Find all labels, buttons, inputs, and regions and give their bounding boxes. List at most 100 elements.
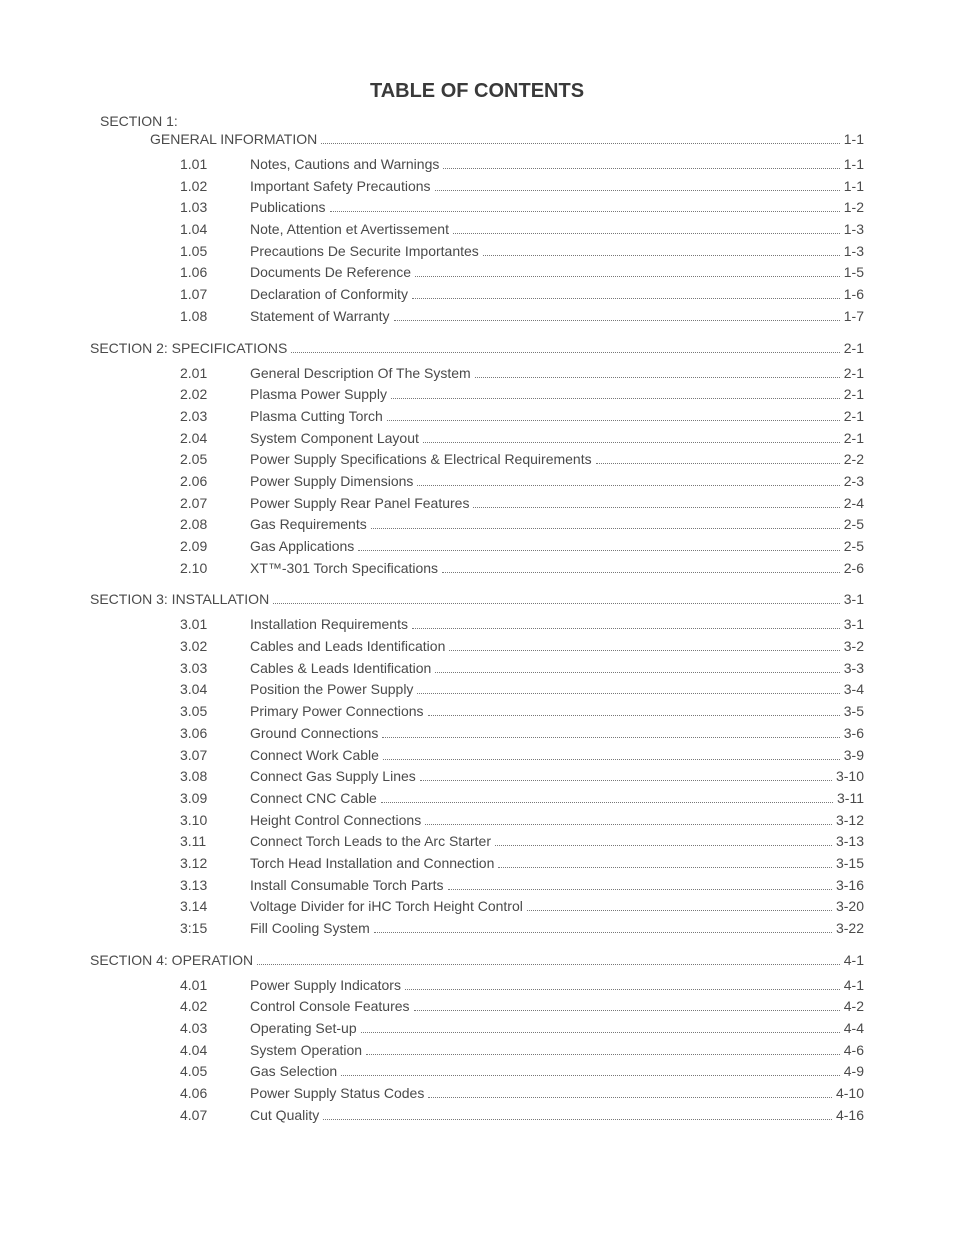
sections-container: SECTION 1:GENERAL INFORMATION1-11.01Note…	[90, 113, 864, 1127]
toc-item-number: 4.04	[180, 1040, 250, 1062]
toc-item-title: System Component Layout	[250, 428, 419, 450]
toc-item-title: Power Supply Indicators	[250, 975, 401, 997]
toc-item-page: 1-3	[844, 219, 864, 241]
toc-item-number: 3.03	[180, 658, 250, 680]
leader-dots	[382, 737, 839, 738]
toc-item-number: 3.11	[180, 831, 250, 853]
toc-item-number: 2.03	[180, 406, 250, 428]
section-header-line: SECTION 2: SPECIFICATIONS2-1	[90, 338, 864, 359]
toc-item-row: 3:15Fill Cooling System3-22	[180, 918, 864, 940]
toc-item-row: 3.07Connect Work Cable3-9	[180, 745, 864, 767]
toc-item-title: Fill Cooling System	[250, 918, 370, 940]
toc-item-number: 4.03	[180, 1018, 250, 1040]
toc-item-number: 3.04	[180, 679, 250, 701]
toc-item-title: Plasma Cutting Torch	[250, 406, 383, 428]
toc-item-page: 4-1	[844, 975, 864, 997]
toc-item-row: 1.02Important Safety Precautions1-1	[180, 176, 864, 198]
toc-item-title: Position the Power Supply	[250, 679, 413, 701]
section-header-line: SECTION 3: INSTALLATION3-1	[90, 589, 864, 610]
leader-dots	[428, 715, 840, 716]
toc-item-page: 3-3	[844, 658, 864, 680]
leader-dots	[473, 507, 839, 508]
leader-dots	[435, 190, 840, 191]
toc-item-title: Notes, Cautions and Warnings	[250, 154, 439, 176]
toc-item-row: 1.04Note, Attention et Avertissement1-3	[180, 219, 864, 241]
toc-item-number: 3.14	[180, 896, 250, 918]
toc-item-row: 3.10Height Control Connections3-12	[180, 810, 864, 832]
toc-item-page: 4-10	[836, 1083, 864, 1105]
leader-dots	[596, 463, 840, 464]
toc-item-number: 3.08	[180, 766, 250, 788]
toc-item-row: 2.03Plasma Cutting Torch2-1	[180, 406, 864, 428]
toc-section: SECTION 4: OPERATION4-14.01Power Supply …	[90, 950, 864, 1127]
leader-dots	[495, 845, 832, 846]
section-header-page: 1-1	[844, 129, 864, 150]
toc-item-number: 3.02	[180, 636, 250, 658]
toc-item-title: Connect Torch Leads to the Arc Starter	[250, 831, 491, 853]
section-header-page: 2-1	[844, 338, 864, 359]
toc-item-title: Declaration of Conformity	[250, 284, 408, 306]
toc-item-row: 4.04System Operation4-6	[180, 1040, 864, 1062]
toc-item-row: 1.07Declaration of Conformity1-6	[180, 284, 864, 306]
toc-item-page: 1-1	[844, 154, 864, 176]
toc-item-title: Primary Power Connections	[250, 701, 424, 723]
leader-dots	[383, 759, 840, 760]
leader-dots	[443, 168, 839, 169]
leader-dots	[371, 528, 840, 529]
section-header-page: 4-1	[844, 950, 864, 971]
toc-item-number: 1.06	[180, 262, 250, 284]
toc-section: SECTION 1:GENERAL INFORMATION1-11.01Note…	[90, 113, 864, 328]
toc-item-page: 3-15	[836, 853, 864, 875]
toc-item-number: 4.07	[180, 1105, 250, 1127]
toc-item-title: Cut Quality	[250, 1105, 319, 1127]
toc-item-number: 3.06	[180, 723, 250, 745]
leader-dots	[425, 824, 832, 825]
toc-item-title: Cables & Leads Identification	[250, 658, 431, 680]
leader-dots	[442, 572, 840, 573]
toc-item-number: 4.01	[180, 975, 250, 997]
toc-item-page: 3-1	[844, 614, 864, 636]
toc-item-page: 2-4	[844, 493, 864, 515]
toc-item-page: 4-6	[844, 1040, 864, 1062]
section-items: 4.01Power Supply Indicators 4-1 4.02Contro…	[90, 975, 864, 1127]
toc-item-number: 3.12	[180, 853, 250, 875]
toc-item-page: 2-5	[844, 536, 864, 558]
toc-item-page: 3-20	[836, 896, 864, 918]
toc-item-title: Control Console Features	[250, 996, 410, 1018]
toc-item-row: 3.05Primary Power Connections3-5	[180, 701, 864, 723]
leader-dots	[257, 964, 840, 965]
toc-item-page: 3-4	[844, 679, 864, 701]
toc-page: TABLE OF CONTENTS SECTION 1:GENERAL INFO…	[0, 0, 954, 1197]
leader-dots	[394, 320, 840, 321]
leader-dots	[341, 1075, 840, 1076]
toc-item-row: 4.05Gas Selection4-9	[180, 1061, 864, 1083]
leader-dots	[381, 802, 833, 803]
toc-item-page: 3-10	[836, 766, 864, 788]
toc-item-row: 3.06Ground Connections3-6	[180, 723, 864, 745]
toc-item-row: 2.02Plasma Power Supply2-1	[180, 384, 864, 406]
toc-item-page: 3-13	[836, 831, 864, 853]
toc-item-row: 3.03Cables & Leads Identification 3-3	[180, 658, 864, 680]
toc-item-title: Voltage Divider for iHC Torch Height Con…	[250, 896, 523, 918]
section-items: 1.01Notes, Cautions and Warnings1-11.02I…	[90, 154, 864, 328]
leader-dots	[475, 377, 840, 378]
toc-item-title: Install Consumable Torch Parts	[250, 875, 444, 897]
toc-item-row: 2.01General Description Of The System2-1	[180, 363, 864, 385]
leader-dots	[449, 650, 839, 651]
toc-item-title: Documents De Reference	[250, 262, 411, 284]
toc-item-title: Torch Head Installation and Connection	[250, 853, 494, 875]
leader-dots	[374, 932, 832, 933]
toc-item-number: 2.05	[180, 449, 250, 471]
toc-item-title: Important Safety Precautions	[250, 176, 431, 198]
leader-dots	[358, 550, 839, 551]
toc-item-number: 4.02	[180, 996, 250, 1018]
toc-item-number: 3:15	[180, 918, 250, 940]
toc-item-number: 2.07	[180, 493, 250, 515]
leader-dots	[428, 1097, 832, 1098]
toc-item-row: 2.08Gas Requirements2-5	[180, 514, 864, 536]
leader-dots	[412, 298, 840, 299]
section-header-line: GENERAL INFORMATION1-1	[150, 129, 864, 150]
toc-item-row: 3.14Voltage Divider for iHC Torch Height…	[180, 896, 864, 918]
toc-item-page: 3-2	[844, 636, 864, 658]
toc-item-page: 4-4	[844, 1018, 864, 1040]
